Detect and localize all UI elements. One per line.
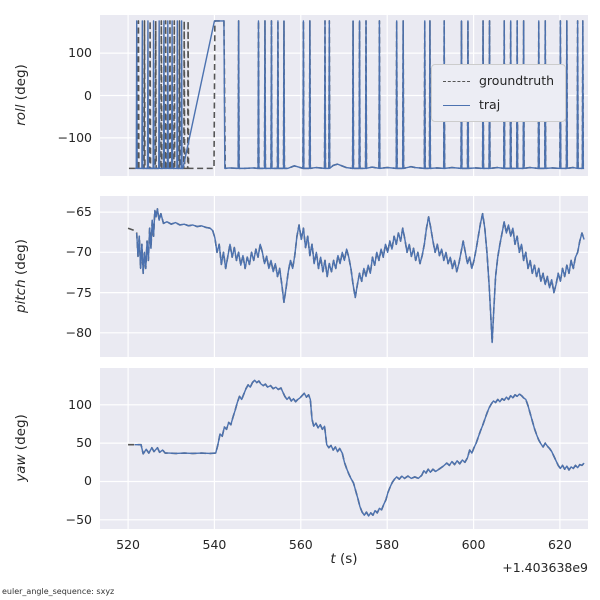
x-tick-label: 520: [116, 537, 140, 552]
legend-label-groundtruth: groundtruth: [479, 73, 555, 88]
x-axis-label-math: t: [330, 551, 336, 567]
legend: groundtruth traj: [431, 64, 567, 122]
pitch-plot-canvas: [100, 196, 588, 357]
legend-item-groundtruth: groundtruth: [443, 74, 554, 88]
y-tick-label: −65: [65, 204, 92, 220]
x-axis-label: t (s): [100, 551, 588, 567]
euler-sequence-note: euler_angle_sequence: sxyz: [2, 587, 115, 596]
roll-axis-label-math: roll: [13, 104, 29, 126]
y-tick-label: −100: [57, 129, 92, 145]
y-tick-label: −75: [65, 284, 92, 300]
y-tick-label: −50: [65, 511, 92, 527]
traj-line: [136, 208, 585, 344]
y-tick-label: 100: [68, 396, 92, 412]
traj-line-sample-icon: [443, 104, 470, 106]
x-tick-label: 620: [547, 537, 572, 552]
axes-background: [100, 196, 588, 357]
y-tick-label: 100: [68, 45, 92, 61]
y-tick-label: 0: [84, 473, 92, 489]
x-axis-offset-label: +1.403638e9: [502, 560, 588, 575]
groundtruth-line-sample-icon: [443, 80, 470, 82]
y-tick-label: 0: [84, 87, 92, 103]
legend-item-traj: traj: [443, 98, 554, 112]
yaw-plot-canvas: [100, 368, 588, 529]
legend-label-traj: traj: [479, 97, 501, 112]
x-tick-label: 540: [202, 537, 227, 552]
x-tick-label: 580: [375, 537, 400, 552]
y-tick-label: −80: [65, 324, 92, 340]
x-tick-label: 560: [288, 537, 313, 552]
y-tick-label: −70: [65, 244, 92, 260]
x-axis-label-unit: (s): [335, 551, 358, 567]
axes-background: [100, 368, 588, 529]
y-tick-label: 50: [76, 435, 92, 451]
x-tick-label: 600: [461, 537, 486, 552]
traj-line: [134, 20, 585, 170]
traj-line: [134, 379, 585, 517]
